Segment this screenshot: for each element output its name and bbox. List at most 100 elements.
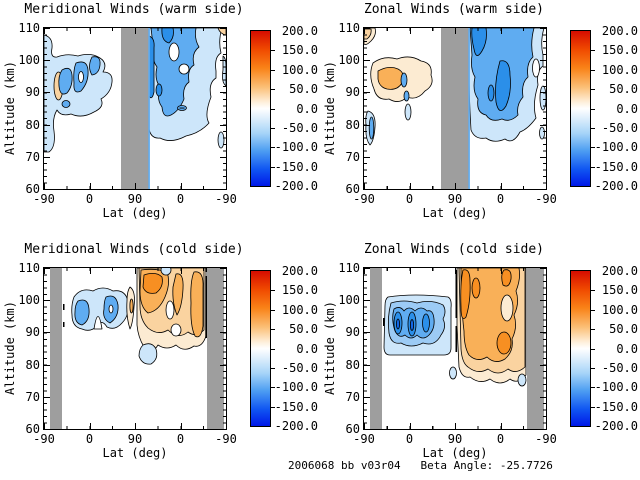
colorbar-tick — [590, 166, 595, 168]
colorbar-tick-label: -50.0 — [281, 360, 318, 375]
y-tick-label: 90 — [25, 325, 40, 340]
x-tick-label: 90 — [447, 192, 463, 206]
x-major-tick — [455, 423, 456, 429]
colorbar-tick — [590, 348, 595, 350]
x-major-tick — [180, 268, 182, 274]
x-major-tick — [546, 28, 547, 34]
colorbar-tick — [270, 147, 275, 149]
colorbar-tick-label: 100.0 — [281, 62, 318, 77]
y-major-tick — [540, 124, 546, 126]
colorbar-tick — [590, 309, 595, 311]
colorbar-tick — [270, 329, 275, 331]
colorbar-tick-label: 200.0 — [281, 24, 318, 38]
x-major-tick — [500, 183, 502, 189]
x-major-tick — [546, 183, 547, 189]
y-major-tick — [44, 300, 50, 302]
y-major-tick — [540, 429, 546, 430]
colorbar-tick — [270, 69, 275, 71]
colorbar-tick-label: 0.0 — [616, 341, 638, 356]
x-major-tick — [135, 423, 136, 429]
colorbar-tick — [270, 309, 275, 311]
x-major-tick — [226, 423, 227, 429]
colorbar-tick-label: -150.0 — [274, 399, 318, 414]
x-tick-label: 90 — [447, 432, 463, 446]
y-tick-label: 80 — [345, 357, 360, 372]
y-major-tick — [540, 60, 546, 62]
colorbar-tick-label: 50.0 — [289, 82, 318, 97]
x-major-tick — [364, 268, 365, 274]
x-major-tick — [226, 28, 227, 34]
y-major-tick — [540, 332, 546, 334]
colorbar-tick-label: 50.0 — [289, 322, 318, 337]
colorbar-tick-label: -50.0 — [281, 120, 318, 135]
x-major-tick — [180, 28, 182, 34]
x-major-tick — [226, 183, 227, 189]
colorbar-tick-label: 0.0 — [296, 101, 318, 116]
plot-area — [363, 267, 547, 430]
colorbar-tick-label: 100.0 — [601, 302, 638, 317]
x-tick-label: -90 — [215, 192, 237, 206]
x-tick-label: 90 — [127, 432, 143, 446]
y-major-tick — [364, 332, 370, 334]
y-major-tick — [220, 332, 226, 334]
x-major-tick — [135, 268, 136, 274]
colorbar-tick-label: -50.0 — [601, 120, 638, 135]
colorbar-tick — [590, 387, 595, 389]
colorbar-tick — [270, 387, 275, 389]
x-major-tick — [44, 28, 45, 34]
colorbar-tick — [270, 127, 275, 129]
panel-meridional-winds-cold-side: Meridional Winds (cold side) Altitude (k… — [0, 240, 320, 480]
footer-annotation: 2006068 bb v03r04 Beta Angle: -25.7726 — [288, 459, 553, 472]
x-axis-label: Lat (deg) — [102, 206, 168, 220]
colorbar — [250, 270, 271, 427]
y-major-tick — [364, 396, 370, 398]
y-tick-label: 60 — [345, 422, 360, 436]
x-major-tick — [180, 423, 182, 429]
colorbar-tick-label: -100.0 — [274, 140, 318, 155]
y-tick-label: 90 — [345, 325, 360, 340]
colorbar-tick-label: -150.0 — [594, 159, 638, 174]
colorbar-tick-label: -50.0 — [601, 360, 638, 375]
y-major-tick — [364, 429, 370, 430]
y-major-tick — [44, 92, 50, 94]
y-major-tick — [364, 156, 370, 158]
plot-area — [363, 27, 547, 190]
y-major-tick — [540, 268, 546, 269]
colorbar-tick — [590, 50, 595, 52]
x-tick-label: 0 — [85, 432, 94, 446]
plot-title: Meridional Winds (cold side) — [24, 242, 244, 257]
x-tick-label: -90 — [33, 192, 55, 206]
y-major-tick — [364, 300, 370, 302]
colorbar-tick-label: 0.0 — [296, 341, 318, 356]
colorbar-tick-label: -200.0 — [274, 419, 318, 433]
x-tick-label: -90 — [535, 192, 557, 206]
colorbar-tick — [270, 406, 275, 408]
x-major-tick — [89, 28, 91, 34]
x-tick-label: 0 — [405, 432, 414, 446]
x-tick-label: 0 — [176, 192, 185, 206]
y-tick-label: 110 — [338, 261, 360, 275]
colorbar-tick — [270, 348, 275, 350]
y-major-tick — [220, 28, 226, 29]
y-axis-label: Altitude (km) — [3, 61, 17, 155]
colorbar-tick — [270, 367, 275, 369]
y-tick-label: 90 — [345, 85, 360, 100]
colorbar-tick-label: 50.0 — [609, 322, 638, 337]
colorbar-tick — [590, 108, 595, 110]
x-major-tick — [364, 423, 365, 429]
colorbar-tick — [590, 89, 595, 91]
colorbar-tick-label: 200.0 — [601, 264, 638, 278]
colorbar-tick — [590, 406, 595, 408]
colorbar-tick-label: 200.0 — [601, 24, 638, 38]
x-major-tick — [500, 423, 502, 429]
y-tick-label: 70 — [345, 149, 360, 164]
colorbar-tick-label: -150.0 — [274, 159, 318, 174]
contour-plot — [44, 28, 226, 189]
x-tick-label: 0 — [176, 432, 185, 446]
x-tick-label: -90 — [353, 192, 375, 206]
plot-title: Zonal Winds (warm side) — [363, 2, 544, 17]
x-major-tick — [409, 423, 411, 429]
plot-title: Meridional Winds (warm side) — [24, 2, 244, 17]
y-major-tick — [220, 124, 226, 126]
